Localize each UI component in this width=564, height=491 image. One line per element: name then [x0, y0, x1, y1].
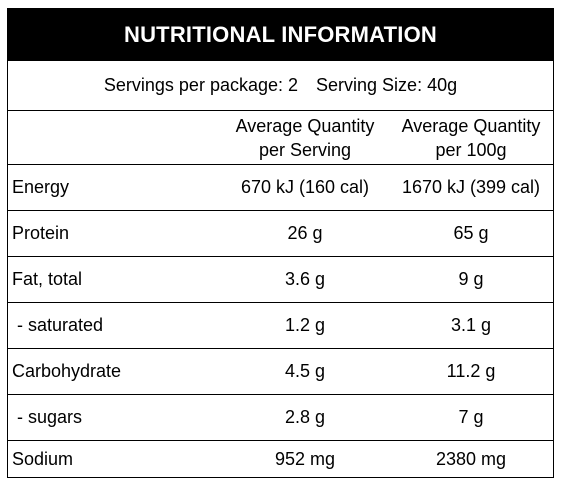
- per-serving-value: 670 kJ (160 cal): [240, 177, 370, 197]
- per-100g-value: 11.2 g: [446, 361, 496, 381]
- per-serving-value: 952 mg: [274, 448, 336, 469]
- serving-size: Serving Size: 40g: [316, 75, 458, 95]
- nutrient-label: Sodium: [12, 448, 74, 469]
- per-100g-value: 7 g: [458, 407, 484, 427]
- per-100g-value: 3.1 g: [450, 315, 492, 335]
- per-100g-value: 9 g: [458, 269, 484, 289]
- column-header-label: [12, 111, 222, 164]
- table-row: Carbohydrate 4.5 g 11.2 g: [8, 349, 553, 395]
- nutrient-label: - sugars: [12, 407, 83, 427]
- column-header-per-100g-line2: per 100g: [435, 139, 507, 160]
- per-serving-value: 2.8 g: [284, 407, 326, 427]
- servings-row: Servings per package: 2 Serving Size: 40…: [8, 61, 553, 111]
- column-header-per-100g-line1: Average Quantity: [401, 115, 541, 136]
- per-100g-value: 2380 mg: [435, 448, 507, 469]
- per-serving-value: 1.2 g: [284, 315, 326, 335]
- column-header-row: Average Quantity per Serving Average Qua…: [8, 111, 553, 165]
- table-row: - sugars 2.8 g 7 g: [8, 395, 553, 441]
- per-serving-value: 3.6 g: [284, 269, 326, 289]
- per-100g-value: 1670 kJ (399 cal): [401, 177, 541, 197]
- per-serving-value: 4.5 g: [284, 361, 326, 381]
- column-header-per-100g: Average Quantity per 100g: [388, 111, 554, 164]
- column-header-per-serving-line1: Average Quantity: [235, 115, 375, 136]
- nutrition-panel: NUTRITIONAL INFORMATION Servings per pac…: [7, 8, 554, 478]
- table-row: Fat, total 3.6 g 9 g: [8, 257, 553, 303]
- nutrient-label: Fat, total: [12, 269, 83, 289]
- column-header-per-serving-line2: per Serving: [258, 139, 352, 160]
- nutrient-label: - saturated: [12, 315, 104, 335]
- table-row: - saturated 1.2 g 3.1 g: [8, 303, 553, 349]
- per-serving-value: 26 g: [287, 223, 323, 243]
- nutrient-label: Carbohydrate: [12, 361, 122, 381]
- table-row: Protein 26 g 65 g: [8, 211, 553, 257]
- panel-title: NUTRITIONAL INFORMATION: [8, 9, 553, 61]
- column-header-per-serving: Average Quantity per Serving: [222, 111, 388, 164]
- nutrient-label: Protein: [12, 223, 70, 243]
- per-100g-value: 65 g: [453, 223, 489, 243]
- servings-per-package: Servings per package: 2: [103, 75, 299, 95]
- table-row: Energy 670 kJ (160 cal) 1670 kJ (399 cal…: [8, 165, 553, 211]
- table-row: Sodium 952 mg 2380 mg: [8, 441, 553, 477]
- nutrient-label: Energy: [12, 177, 70, 197]
